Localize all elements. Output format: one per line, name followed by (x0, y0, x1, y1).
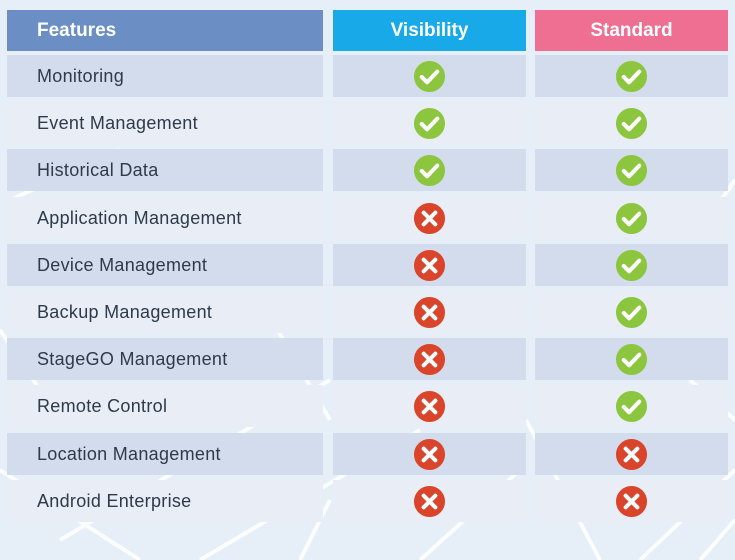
visibility-cell (333, 480, 526, 522)
standard-cell (535, 291, 728, 333)
check-icon (413, 154, 446, 186)
check-icon (615, 202, 648, 234)
feature-label: Location Management (7, 433, 323, 475)
check-icon (615, 60, 648, 92)
cross-icon (615, 438, 648, 470)
visibility-cell (333, 338, 526, 380)
standard-cell (535, 102, 728, 144)
feature-label: Historical Data (7, 149, 323, 191)
cross-icon (413, 438, 446, 470)
check-icon (413, 107, 446, 139)
standard-cell (535, 149, 728, 191)
visibility-cell (333, 385, 526, 427)
header-features: Features (7, 10, 323, 51)
check-icon (615, 249, 648, 281)
feature-label: Backup Management (7, 291, 323, 333)
visibility-cell (333, 433, 526, 475)
standard-cell (535, 55, 728, 97)
visibility-cell (333, 244, 526, 286)
visibility-cell (333, 149, 526, 191)
feature-label: Remote Control (7, 385, 323, 427)
header-visibility: Visibility (333, 10, 526, 51)
feature-label: Application Management (7, 197, 323, 239)
header-standard: Standard (535, 10, 728, 51)
check-icon (615, 154, 648, 186)
check-icon (615, 343, 648, 375)
cross-icon (413, 390, 446, 422)
feature-label: Monitoring (7, 55, 323, 97)
standard-cell (535, 480, 728, 522)
cross-icon (413, 202, 446, 234)
cross-icon (413, 343, 446, 375)
standard-cell (535, 244, 728, 286)
feature-label: Android Enterprise (7, 480, 323, 522)
standard-cell (535, 385, 728, 427)
visibility-cell (333, 197, 526, 239)
cross-icon (413, 296, 446, 328)
check-icon (413, 60, 446, 92)
standard-cell (535, 433, 728, 475)
feature-label: StageGO Management (7, 338, 323, 380)
feature-label: Device Management (7, 244, 323, 286)
visibility-cell (333, 291, 526, 333)
cross-icon (615, 485, 648, 517)
visibility-cell (333, 55, 526, 97)
check-icon (615, 107, 648, 139)
cross-icon (413, 485, 446, 517)
visibility-cell (333, 102, 526, 144)
check-icon (615, 390, 648, 422)
standard-cell (535, 338, 728, 380)
check-icon (615, 296, 648, 328)
cross-icon (413, 249, 446, 281)
feature-label: Event Management (7, 102, 323, 144)
standard-cell (535, 197, 728, 239)
